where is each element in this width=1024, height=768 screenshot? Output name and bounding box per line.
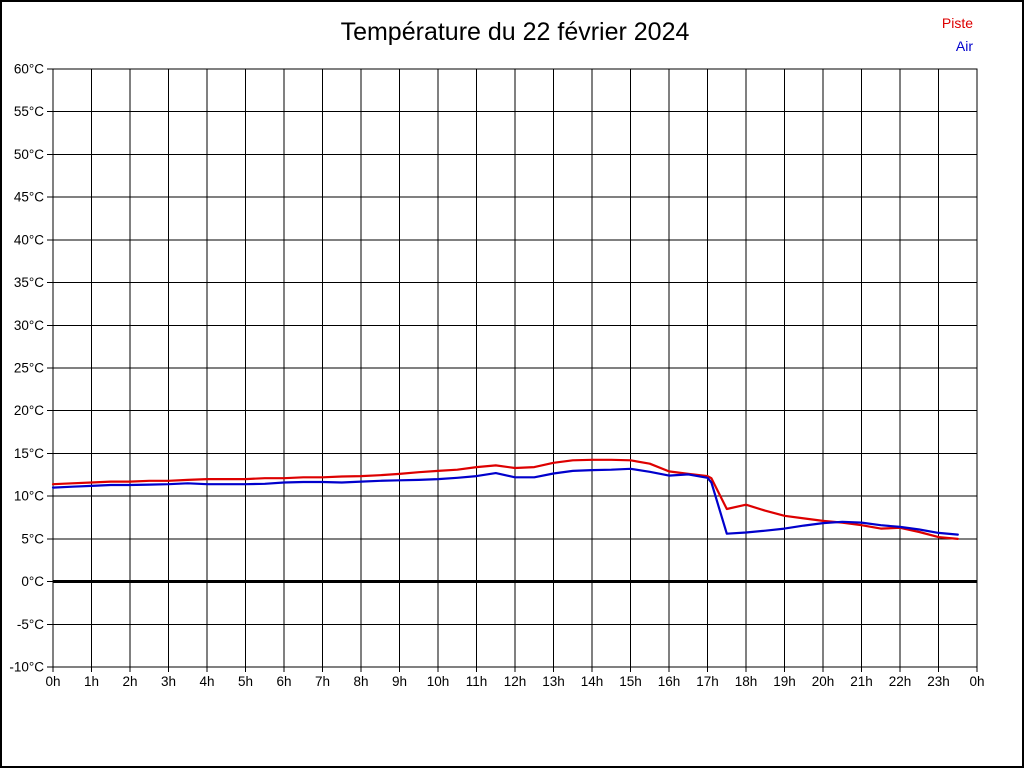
svg-text:18h: 18h bbox=[735, 674, 758, 689]
svg-text:60°C: 60°C bbox=[14, 62, 44, 77]
svg-text:9h: 9h bbox=[392, 674, 407, 689]
series-air-line bbox=[51, 467, 959, 536]
svg-text:23h: 23h bbox=[927, 674, 950, 689]
chart-title: Température du 22 février 2024 bbox=[340, 18, 690, 46]
svg-text:21h: 21h bbox=[850, 674, 873, 689]
svg-text:14h: 14h bbox=[581, 674, 604, 689]
svg-text:12h: 12h bbox=[504, 674, 527, 689]
svg-text:6h: 6h bbox=[276, 674, 291, 689]
svg-text:50°C: 50°C bbox=[14, 147, 44, 162]
svg-text:4h: 4h bbox=[199, 674, 214, 689]
svg-text:10h: 10h bbox=[427, 674, 450, 689]
svg-text:3h: 3h bbox=[161, 674, 176, 689]
svg-text:1h: 1h bbox=[84, 674, 99, 689]
svg-text:0h: 0h bbox=[969, 674, 984, 689]
svg-text:19h: 19h bbox=[773, 674, 796, 689]
series-piste-line bbox=[51, 458, 959, 541]
legend-item-air: Air bbox=[955, 38, 973, 54]
svg-text:8h: 8h bbox=[353, 674, 368, 689]
svg-text:-5°C: -5°C bbox=[17, 617, 44, 632]
svg-text:35°C: 35°C bbox=[14, 275, 44, 290]
svg-text:45°C: 45°C bbox=[14, 190, 44, 205]
legend-item-piste: Piste bbox=[941, 15, 973, 31]
svg-text:22h: 22h bbox=[889, 674, 912, 689]
svg-text:15h: 15h bbox=[619, 674, 642, 689]
svg-text:30°C: 30°C bbox=[14, 318, 44, 333]
svg-text:55°C: 55°C bbox=[14, 104, 44, 119]
svg-text:17h: 17h bbox=[696, 674, 719, 689]
svg-text:5°C: 5°C bbox=[21, 531, 44, 546]
svg-text:2h: 2h bbox=[122, 674, 137, 689]
svg-text:0h: 0h bbox=[45, 674, 60, 689]
x-axis-labels: 0h 1h 2h 3h 4h 5h 6h 7h 8h 9h 10h 11h 12h 13h 14h 15h 16… bbox=[45, 674, 984, 689]
svg-text:7h: 7h bbox=[315, 674, 330, 689]
axis-ticks bbox=[47, 68, 978, 672]
svg-text:5h: 5h bbox=[238, 674, 253, 689]
plot-frame bbox=[52, 68, 978, 668]
legend: Piste Air bbox=[942, 12, 973, 58]
svg-text:11h: 11h bbox=[466, 674, 488, 689]
svg-text:25°C: 25°C bbox=[14, 361, 44, 376]
svg-text:15°C: 15°C bbox=[14, 446, 44, 461]
svg-text:13h: 13h bbox=[542, 674, 565, 689]
svg-text:20°C: 20°C bbox=[14, 403, 44, 418]
grid bbox=[52, 68, 978, 668]
svg-text:20h: 20h bbox=[812, 674, 835, 689]
svg-text:10°C: 10°C bbox=[14, 489, 44, 504]
svg-text:-10°C: -10°C bbox=[9, 660, 44, 675]
svg-text:40°C: 40°C bbox=[14, 232, 44, 247]
svg-text:0°C: 0°C bbox=[21, 574, 44, 589]
svg-text:16h: 16h bbox=[658, 674, 681, 689]
y-axis-labels: 60°C 55°C 50°C 45°C 40°C 35°C 30°C 25°C 20°C 15°C… bbox=[9, 62, 44, 675]
